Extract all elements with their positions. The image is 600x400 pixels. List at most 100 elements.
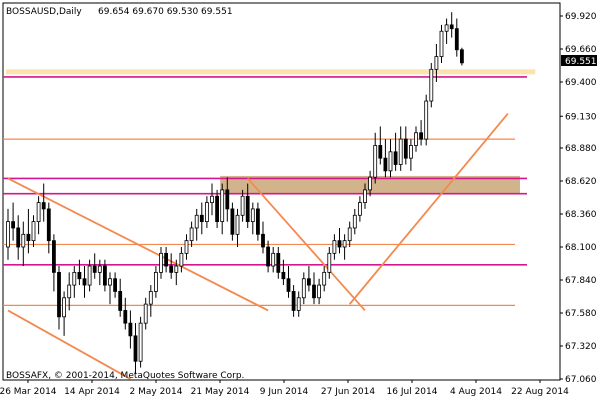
candle [373, 132, 378, 184]
candle [92, 253, 97, 279]
candle [82, 266, 87, 298]
candle-body [128, 322, 133, 337]
candle [123, 297, 128, 330]
candle-body [46, 208, 51, 242]
candle-body [363, 189, 367, 203]
candle [291, 285, 296, 317]
candle [296, 291, 301, 317]
candle-body [444, 24, 449, 32]
candle [301, 272, 306, 305]
candle-body [408, 145, 413, 159]
candle [230, 202, 235, 241]
candle-body [250, 208, 255, 223]
candle [215, 189, 220, 228]
candle [281, 259, 286, 286]
candle [327, 247, 332, 279]
candle [363, 183, 367, 209]
candle-body [194, 214, 199, 229]
candle-body [459, 49, 464, 64]
candle [408, 139, 413, 171]
candle [52, 234, 56, 292]
candle-body [414, 132, 418, 146]
candle-body [204, 202, 209, 223]
candle [108, 272, 112, 305]
candle-body [6, 221, 10, 248]
candle-body [378, 145, 383, 159]
candle [41, 183, 46, 222]
y-tick-label: 67.580 [565, 309, 597, 319]
candle [36, 196, 41, 235]
candle-body [332, 240, 337, 254]
candle-body [77, 271, 82, 280]
symbol-label: BOSSAUSD,Daily [6, 7, 82, 17]
candle [235, 208, 240, 247]
candle-body [164, 252, 169, 267]
candle-body [393, 151, 398, 165]
y-axis: 69.920 69.660 69.400 69.130 68.880 68.620 68.3… [560, 12, 597, 385]
candle [194, 208, 199, 241]
candle [271, 247, 276, 273]
candle-body [230, 208, 235, 235]
candle [189, 221, 194, 247]
candle-body [36, 202, 41, 223]
candle [179, 247, 184, 273]
candle-body [148, 291, 153, 305]
candle [199, 202, 204, 235]
candle-body [424, 100, 429, 140]
candle-body [31, 221, 36, 242]
x-axis: 26 Mar 2014 14 Apr 2014 2 May 2014 21 May 2… [0, 380, 569, 397]
candle [97, 259, 102, 286]
candle [210, 183, 214, 216]
candle [337, 227, 342, 254]
candle [153, 266, 158, 298]
candle-body [52, 240, 56, 273]
candle-body [352, 214, 357, 229]
candle-body [87, 265, 92, 286]
candle-body [57, 271, 61, 318]
candle [77, 259, 82, 286]
candle [62, 291, 66, 336]
candles-layer [6, 12, 464, 374]
candle-body [97, 265, 102, 273]
candle-body [449, 24, 454, 30]
candle [148, 285, 153, 317]
candle-body [398, 138, 403, 165]
x-tick-label: 14 Apr 2014 [64, 387, 120, 397]
candle [103, 259, 107, 292]
candle-body [419, 132, 424, 140]
candle-body [41, 202, 46, 210]
candle-body [357, 202, 362, 216]
candle-body [16, 227, 21, 248]
candle-body [276, 252, 281, 273]
candle [57, 266, 61, 330]
candle [113, 272, 117, 298]
y-tick-label: 68.100 [565, 243, 597, 253]
candle-body [322, 271, 327, 286]
candle-body [434, 56, 439, 70]
candle-body [174, 265, 179, 273]
candle [174, 259, 179, 286]
candle-body [26, 233, 31, 242]
candle-body [281, 271, 286, 280]
candle [306, 266, 311, 292]
candle [261, 221, 265, 254]
candle [317, 278, 322, 305]
y-tick-label: 67.840 [565, 276, 597, 286]
candle [276, 247, 281, 279]
candle [414, 126, 418, 152]
x-tick-label: 22 Aug 2014 [511, 387, 569, 397]
candle-body [383, 157, 388, 172]
candle [164, 247, 169, 273]
candle-body [82, 278, 87, 286]
candle [143, 297, 148, 330]
candle [169, 253, 174, 279]
candle-body [215, 195, 220, 223]
candle-body [454, 28, 459, 51]
candle [87, 259, 92, 292]
candle-body [403, 138, 408, 159]
candle-body [159, 252, 163, 273]
y-tick-label: 69.130 [565, 112, 597, 122]
candle [46, 202, 51, 254]
candle [398, 126, 403, 171]
candle-body [123, 310, 128, 324]
